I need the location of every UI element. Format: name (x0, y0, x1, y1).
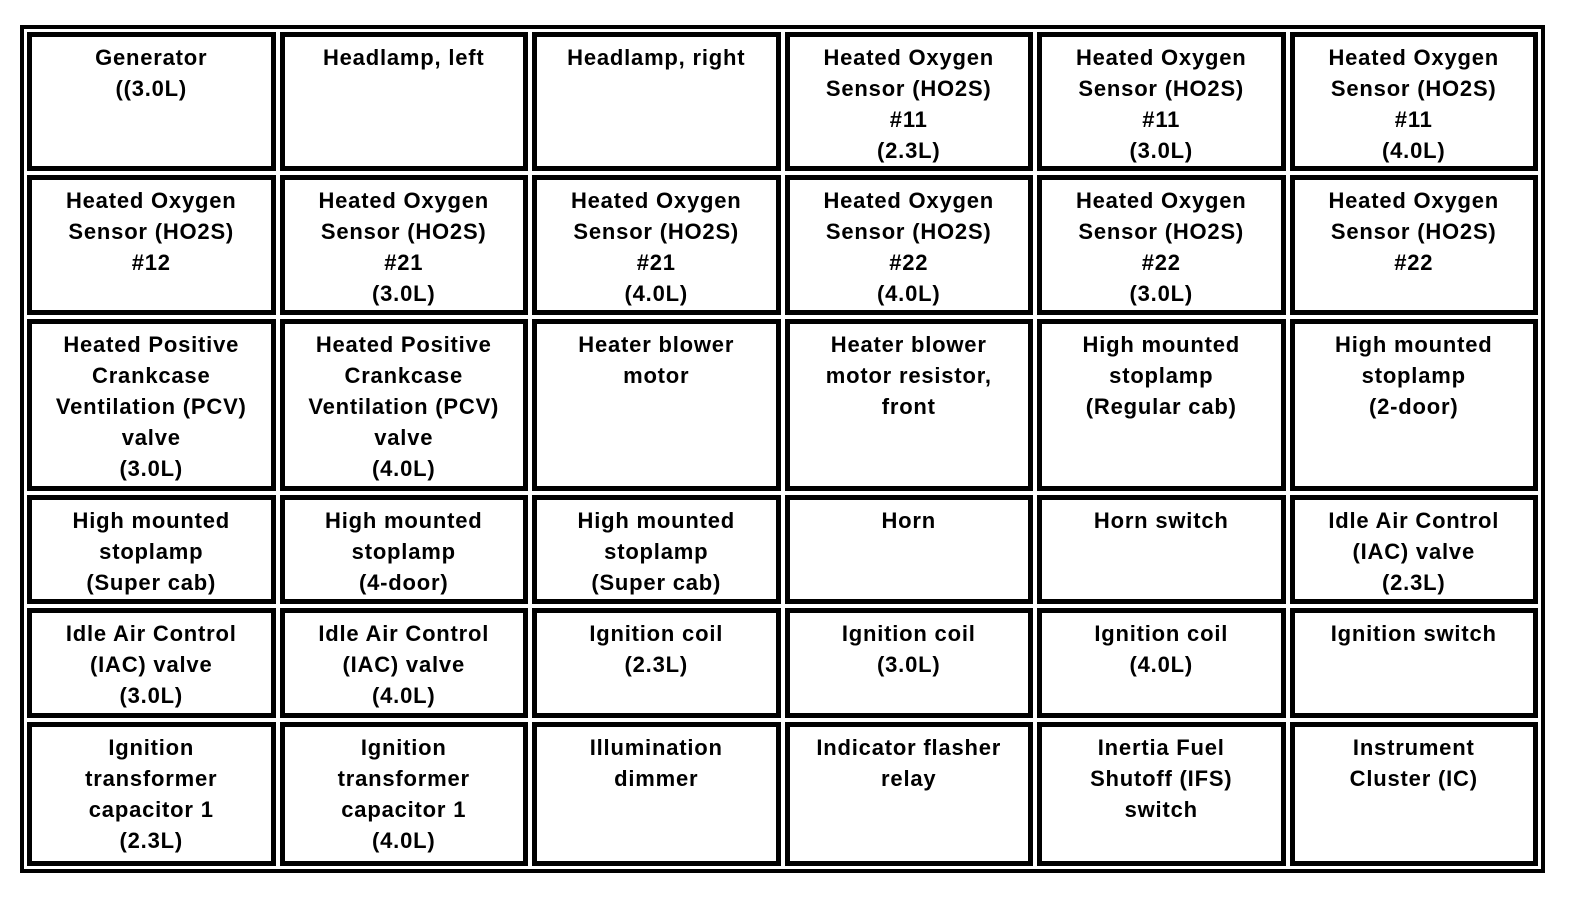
cell-iac-valve-2-3l: Idle Air Control (IAC) valve (2.3L) (1289, 495, 1538, 604)
cell-ho2s-22-4-0l: Heated Oxygen Sensor (HO2S) #22 (4.0L) (784, 175, 1033, 315)
cell-ho2s-11-2-3l: Heated Oxygen Sensor (HO2S) #11 (2.3L) (784, 32, 1033, 171)
cell-ho2s-11-3-0l: Heated Oxygen Sensor (HO2S) #11 (3.0L) (1037, 32, 1286, 171)
cell-pcv-valve-3-0l: Heated Positive Crankcase Ventilation (P… (27, 319, 276, 491)
cell-illumination-dimmer: Illumination dimmer (532, 722, 781, 866)
cell-high-mounted-stoplamp-super-cab-2: High mounted stoplamp (Super cab) (532, 495, 781, 604)
cell-pcv-valve-4-0l: Heated Positive Crankcase Ventilation (P… (279, 319, 528, 491)
cell-ho2s-21-4-0l: Heated Oxygen Sensor (HO2S) #21 (4.0L) (532, 175, 781, 315)
cell-generator-3-0l: Generator ((3.0L) (27, 32, 276, 171)
cell-ho2s-22: Heated Oxygen Sensor (HO2S) #22 (1289, 175, 1538, 315)
cell-iac-valve-4-0l: Idle Air Control (IAC) valve (4.0L) (279, 608, 528, 718)
cell-iac-valve-3-0l: Idle Air Control (IAC) valve (3.0L) (27, 608, 276, 718)
cell-headlamp-right: Headlamp, right (532, 32, 781, 171)
cell-heater-blower-motor: Heater blower motor (532, 319, 781, 491)
cell-inertia-fuel-shutoff-ifs-switch: Inertia Fuel Shutoff (IFS) switch (1037, 722, 1286, 866)
cell-ho2s-12: Heated Oxygen Sensor (HO2S) #12 (27, 175, 276, 315)
cell-headlamp-left: Headlamp, left (279, 32, 528, 171)
table-grid: Generator ((3.0L) Headlamp, left Headlam… (27, 32, 1538, 866)
cell-horn-switch: Horn switch (1037, 495, 1286, 604)
cell-ho2s-21-3-0l: Heated Oxygen Sensor (HO2S) #21 (3.0L) (279, 175, 528, 315)
cell-instrument-cluster-ic: Instrument Cluster (IC) (1289, 722, 1538, 866)
cell-ignition-switch: Ignition switch (1289, 608, 1538, 718)
component-index-table: Generator ((3.0L) Headlamp, left Headlam… (20, 25, 1545, 873)
cell-horn: Horn (784, 495, 1033, 604)
cell-high-mounted-stoplamp-2-door: High mounted stoplamp (2-door) (1289, 319, 1538, 491)
cell-ignition-coil-3-0l: Ignition coil (3.0L) (784, 608, 1033, 718)
cell-ho2s-22-3-0l: Heated Oxygen Sensor (HO2S) #22 (3.0L) (1037, 175, 1286, 315)
cell-ignition-transformer-capacitor-1-2-3l: Ignition transformer capacitor 1 (2.3L) (27, 722, 276, 866)
cell-high-mounted-stoplamp-super-cab: High mounted stoplamp (Super cab) (27, 495, 276, 604)
cell-high-mounted-stoplamp-4-door: High mounted stoplamp (4-door) (279, 495, 528, 604)
cell-ignition-transformer-capacitor-1-4-0l: Ignition transformer capacitor 1 (4.0L) (279, 722, 528, 866)
cell-ignition-coil-2-3l: Ignition coil (2.3L) (532, 608, 781, 718)
cell-high-mounted-stoplamp-regular-cab: High mounted stoplamp (Regular cab) (1037, 319, 1286, 491)
cell-ho2s-11-4-0l: Heated Oxygen Sensor (HO2S) #11 (4.0L) (1289, 32, 1538, 171)
cell-ignition-coil-4-0l: Ignition coil (4.0L) (1037, 608, 1286, 718)
cell-indicator-flasher-relay: Indicator flasher relay (784, 722, 1033, 866)
cell-heater-blower-motor-resistor-front: Heater blower motor resistor, front (784, 319, 1033, 491)
